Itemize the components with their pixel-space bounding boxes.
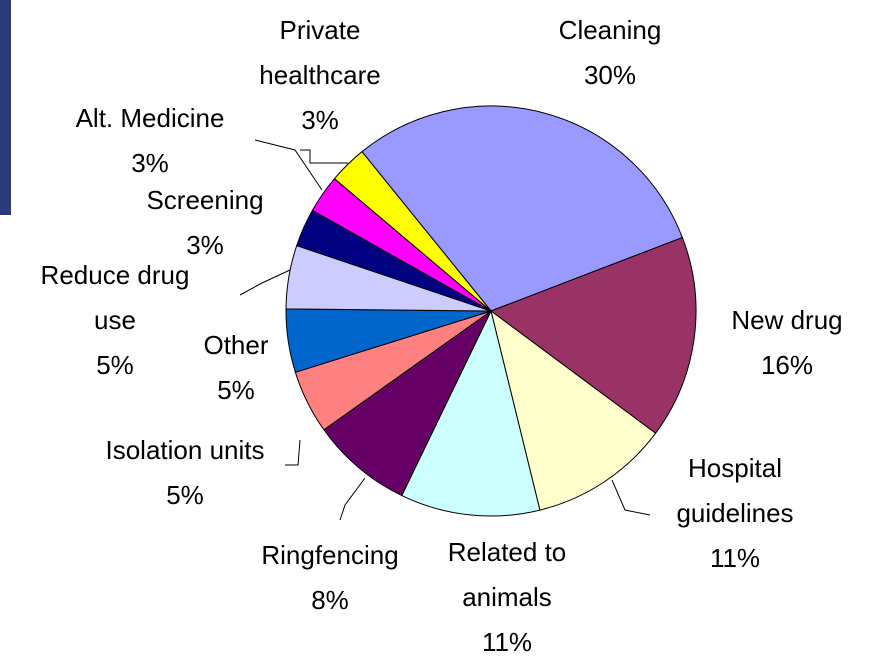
slice-label: Reduce drug use 5% (30, 253, 200, 388)
leader-line (300, 149, 348, 164)
pie-slice (333, 150, 492, 312)
slice-name: Cleaning (558, 15, 662, 45)
slice-label: Related to animals 11% (417, 530, 597, 663)
slice-percent: 3% (131, 148, 169, 178)
slice-percent: 11% (709, 543, 761, 573)
leader-line (285, 439, 301, 466)
slice-name: Related to animals (447, 537, 567, 612)
slice-percent: 5% (96, 350, 134, 380)
slice-name: Other (203, 330, 269, 360)
slice-label: Screening 3% (115, 178, 295, 268)
slice-name: Alt. Medicine (75, 103, 225, 133)
slice-name: Reduce drug use (40, 260, 190, 335)
slice-name: Hospital guidelines (676, 453, 794, 528)
slice-name: Isolation units (105, 435, 265, 465)
leader-line (339, 477, 366, 521)
leader-line (611, 479, 651, 516)
slice-name: Ringfencing (261, 540, 399, 570)
slice-percent: 30% (583, 60, 637, 90)
pie-slice (361, 105, 684, 312)
background-photo-edge (0, 0, 11, 215)
leader-lines (239, 139, 651, 521)
slice-percent: 16% (760, 350, 814, 380)
slice-name: Private healthcare (259, 15, 381, 90)
slice-percent: 3% (301, 105, 339, 135)
leader-line (239, 269, 291, 296)
slice-name: Screening (146, 185, 264, 215)
slice-label: New drug 16% (707, 298, 867, 388)
leader-line (254, 139, 323, 191)
slice-label: Other 5% (186, 323, 286, 413)
slice-label: Isolation units 5% (65, 428, 305, 518)
slice-label: Ringfencing 8% (245, 533, 415, 623)
pie-slice (323, 310, 492, 497)
slice-label: Alt. Medicine 3% (40, 96, 260, 186)
slice-label: Hospital guidelines 11% (645, 446, 825, 581)
slice-percent: 8% (311, 585, 349, 615)
slice-percent: 3% (186, 230, 224, 260)
slice-percent: 5% (166, 480, 204, 510)
pie-slice (490, 309, 657, 511)
pie-slice (489, 236, 697, 434)
slice-percent: 11% (481, 627, 533, 657)
slice-label: Private healthcare 3% (245, 8, 395, 143)
pie-slice (401, 309, 541, 517)
slice-percent: 5% (217, 375, 255, 405)
slice-label: Cleaning 30% (510, 8, 710, 98)
slice-name: New drug (731, 305, 843, 335)
